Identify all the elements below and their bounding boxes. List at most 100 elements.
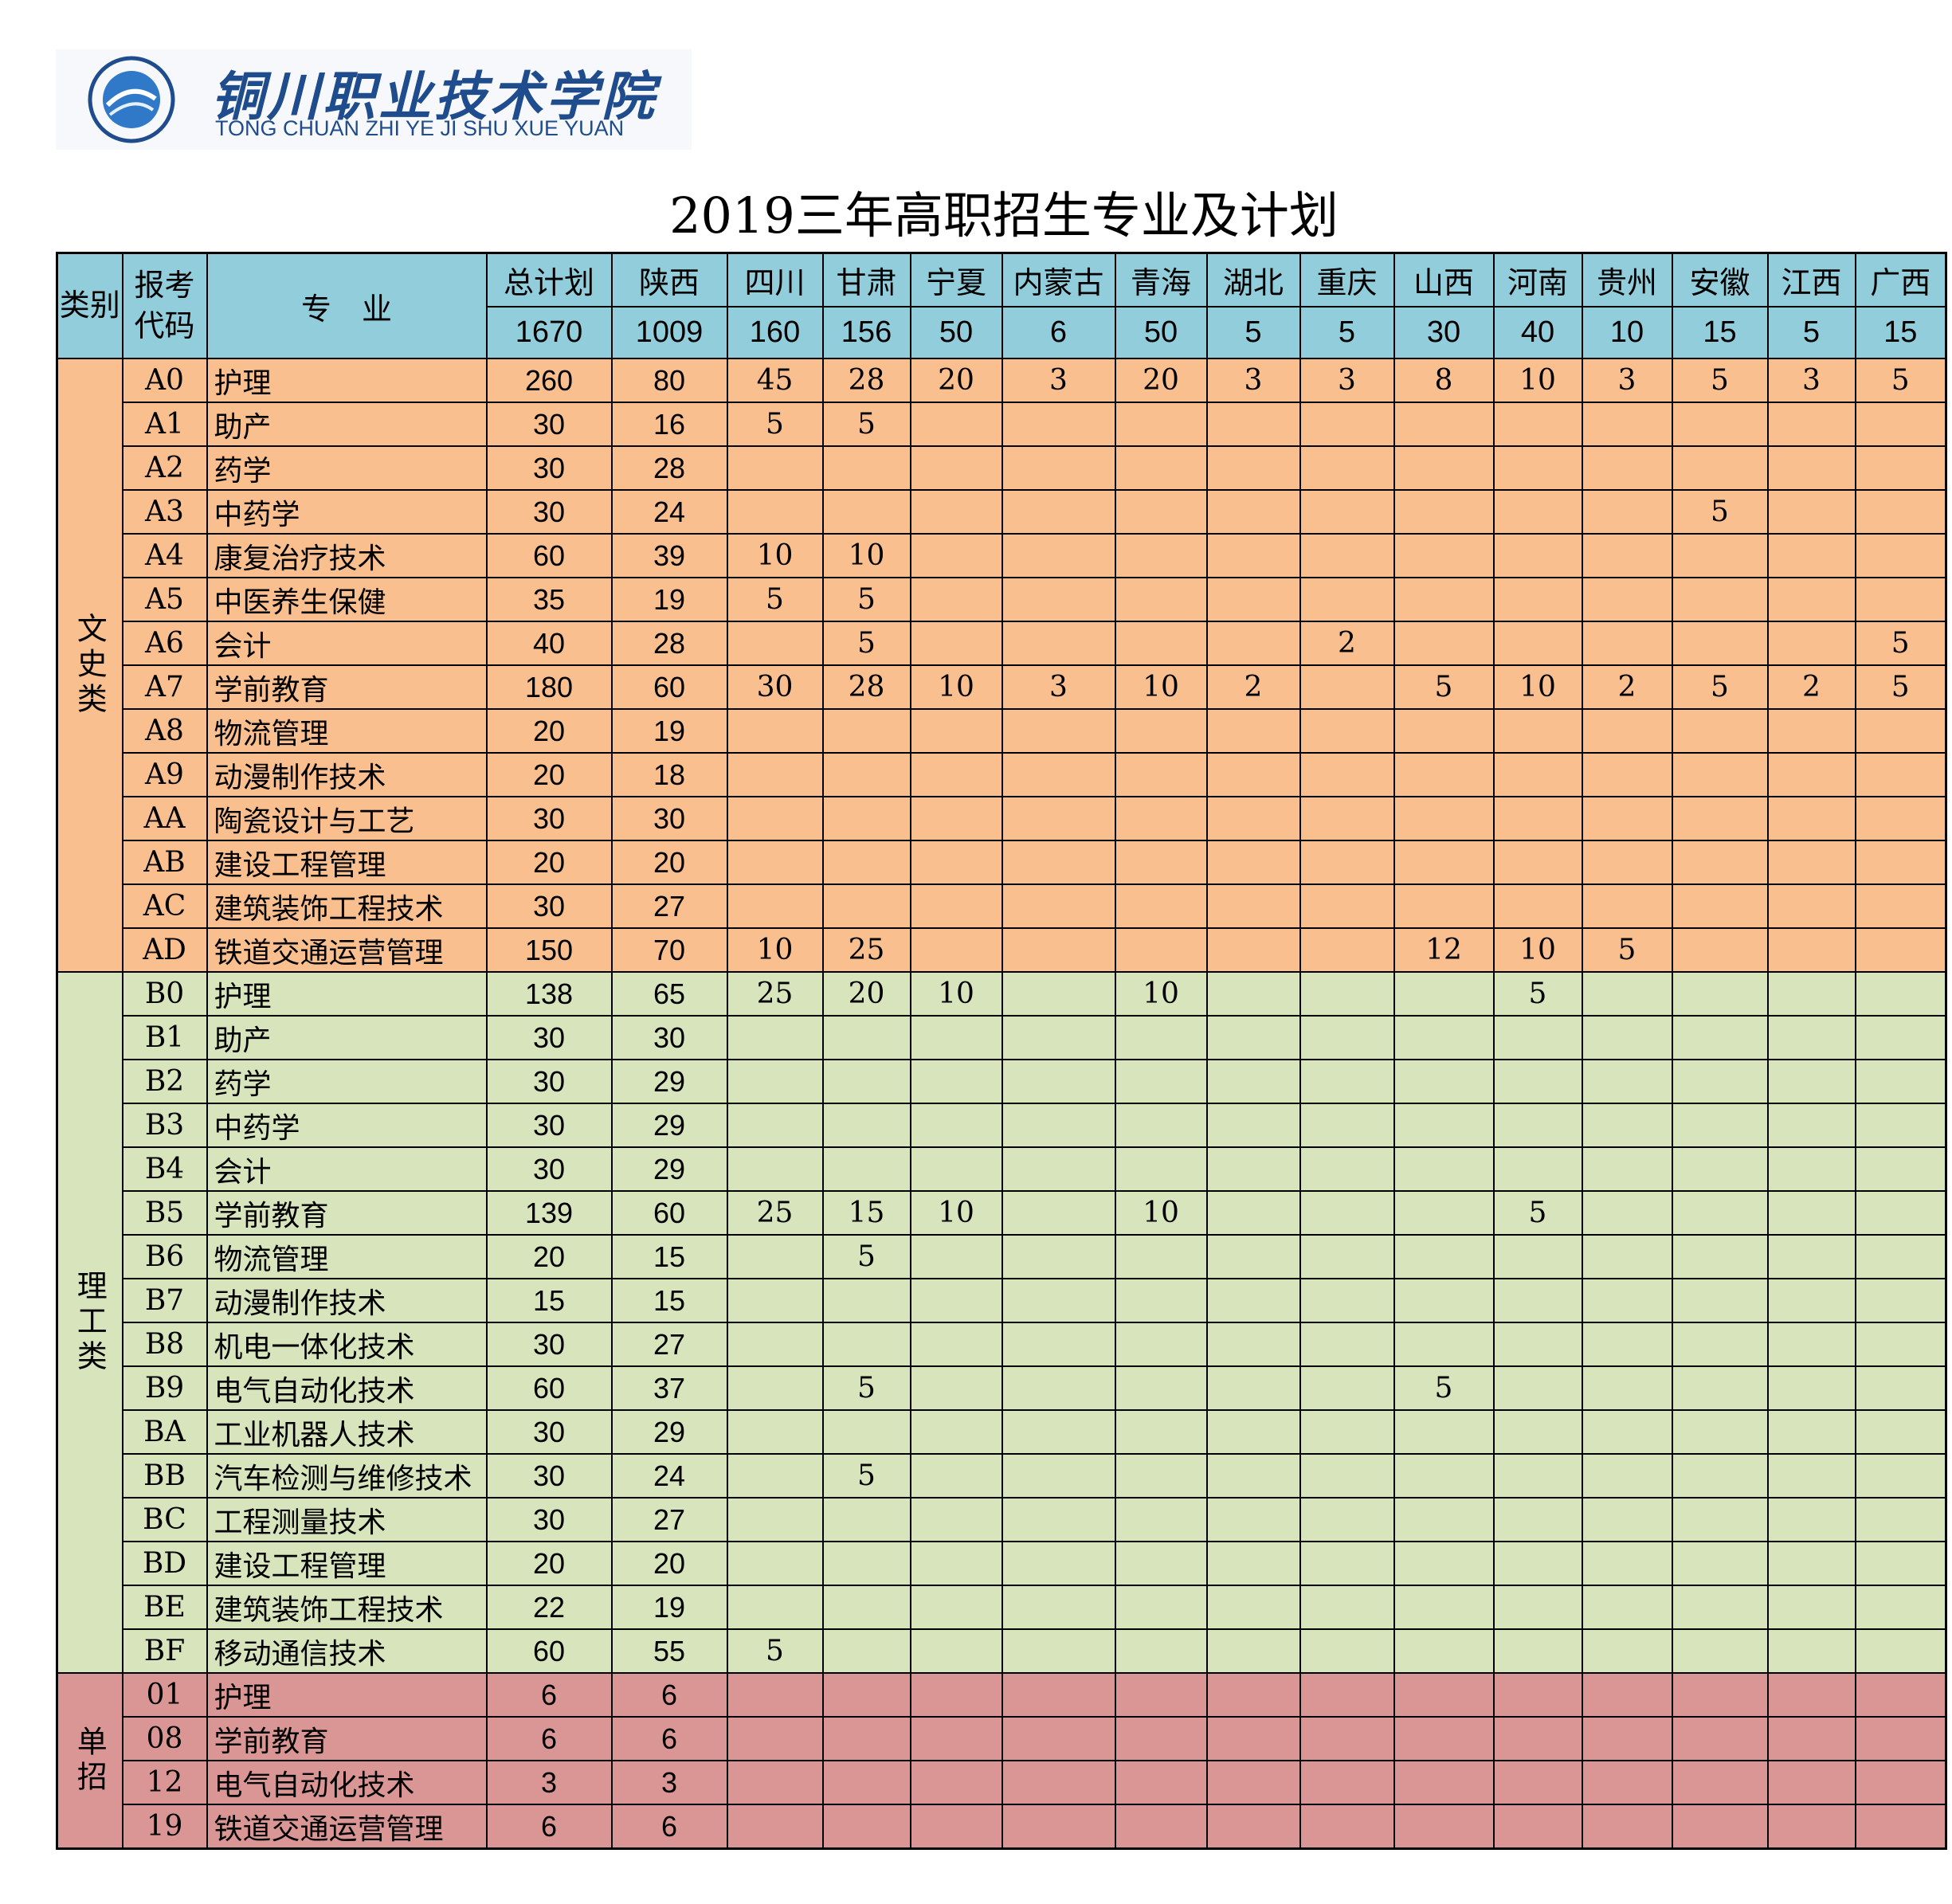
code-cell: A0 [121, 358, 208, 403]
quota-cell [726, 1015, 824, 1060]
quota-cell [1766, 1453, 1856, 1499]
quota-cell [1114, 1716, 1208, 1761]
code-cell: B6 [121, 1234, 208, 1279]
quota-cell [909, 1059, 1003, 1104]
column-header: 贵州 [1581, 252, 1673, 308]
quota-cell [821, 1103, 911, 1148]
quota-cell: 20 [610, 1541, 728, 1586]
quota-cell [909, 489, 1003, 535]
quota-cell [1492, 1015, 1583, 1060]
quota-cell [1114, 1059, 1208, 1104]
quota-cell: 30 [726, 664, 824, 710]
quota-cell [1766, 445, 1856, 491]
quota-cell [909, 1804, 1003, 1850]
quota-cell: 29 [610, 1059, 728, 1104]
column-total: 160 [726, 306, 824, 359]
logo-name: 铜川职业技术学院 [211, 69, 657, 127]
quota-cell [726, 1541, 824, 1586]
table-row: BF 移动通信技术 60 55 5 [57, 1628, 1947, 1674]
quota-cell [1001, 927, 1116, 973]
quota-cell [1393, 1672, 1495, 1718]
quota-cell [1854, 1497, 1947, 1542]
quota-cell: 30 [485, 796, 613, 841]
code-cell: B7 [121, 1278, 208, 1323]
quota-cell [821, 1716, 911, 1761]
quota-cell [726, 1585, 824, 1630]
quota-cell [726, 1234, 824, 1279]
quota-cell [1205, 1409, 1301, 1455]
major-cell: 助产 [206, 402, 488, 447]
quota-cell [1299, 1190, 1395, 1236]
quota-cell [1393, 1585, 1495, 1630]
quota-cell [1114, 1453, 1208, 1499]
quota-cell: 19 [610, 577, 728, 622]
plan-table: 类别 报考代码 专 业 总计划 陕西 四川 甘肃 宁夏 内蒙古 青海 湖北 重庆 山西 河南 贵州 安徽… [56, 252, 1947, 1850]
quota-cell [821, 1059, 911, 1104]
quota-cell [1001, 1190, 1116, 1236]
quota-cell [1001, 445, 1116, 491]
table-row: A9 动漫制作技术 20 18 [57, 752, 1947, 797]
quota-cell: 180 [485, 664, 613, 710]
quota-cell [1766, 489, 1856, 535]
quota-cell [1492, 1278, 1583, 1323]
quota-cell [1581, 796, 1673, 841]
quota-cell [1393, 752, 1495, 797]
quota-cell [1671, 402, 1769, 447]
quota-cell [1854, 1322, 1947, 1367]
quota-cell [1581, 1190, 1673, 1236]
quota-cell [1492, 1409, 1583, 1455]
quota-cell [1205, 1672, 1301, 1718]
table-row: B7 动漫制作技术 15 15 [57, 1278, 1947, 1323]
quota-cell [909, 883, 1003, 929]
quota-cell [1854, 402, 1947, 447]
quota-cell: 30 [485, 1322, 613, 1367]
quota-cell [1854, 1804, 1947, 1850]
table-row: 19 铁道交通运营管理 6 6 [57, 1804, 1947, 1850]
quota-cell [821, 1672, 911, 1718]
code-cell: AB [121, 840, 208, 885]
quota-cell [1492, 840, 1583, 885]
quota-cell [1854, 445, 1947, 491]
quota-cell [1581, 577, 1673, 622]
major-cell: 铁道交通运营管理 [206, 927, 488, 973]
quota-cell [1205, 927, 1301, 973]
quota-cell [1299, 402, 1395, 447]
quota-cell [1393, 402, 1495, 447]
column-total: 5 [1766, 306, 1856, 359]
quota-cell: 10 [726, 533, 824, 578]
quota-cell [1299, 1409, 1395, 1455]
quota-cell [1299, 1628, 1395, 1674]
quota-cell [1492, 752, 1583, 797]
table-row: A2 药学 30 28 [57, 445, 1947, 491]
quota-cell [909, 1409, 1003, 1455]
quota-cell [1001, 883, 1116, 929]
quota-cell [1854, 1234, 1947, 1279]
quota-cell [1205, 1804, 1301, 1850]
quota-cell: 15 [610, 1234, 728, 1279]
code-cell: A4 [121, 533, 208, 578]
quota-cell: 40 [485, 621, 613, 666]
quota-cell [909, 533, 1003, 578]
quota-cell: 15 [610, 1278, 728, 1323]
quota-cell [1299, 796, 1395, 841]
quota-cell [821, 752, 911, 797]
quota-cell [1671, 1234, 1769, 1279]
code-cell: A7 [121, 664, 208, 710]
quota-cell: 5 [726, 402, 824, 447]
quota-cell [1671, 840, 1769, 885]
quota-cell: 30 [485, 1409, 613, 1455]
quota-cell [1393, 1015, 1495, 1060]
quota-cell [1766, 1322, 1856, 1367]
major-cell: 陶瓷设计与工艺 [206, 796, 488, 841]
quota-cell [1854, 1541, 1947, 1586]
quota-cell [1581, 445, 1673, 491]
major-cell: 中医养生保健 [206, 577, 488, 622]
table-row: B3 中药学 30 29 [57, 1103, 1947, 1148]
quota-cell: 20 [485, 752, 613, 797]
quota-cell [1001, 1059, 1116, 1104]
code-cell: A1 [121, 402, 208, 447]
title: 2019三年高职招生专业及计划 [669, 186, 1339, 245]
quota-cell [726, 1453, 824, 1499]
table-row: B9 电气自动化技术 60 37 5 5 [57, 1365, 1947, 1411]
column-header: 广西 [1854, 252, 1947, 308]
